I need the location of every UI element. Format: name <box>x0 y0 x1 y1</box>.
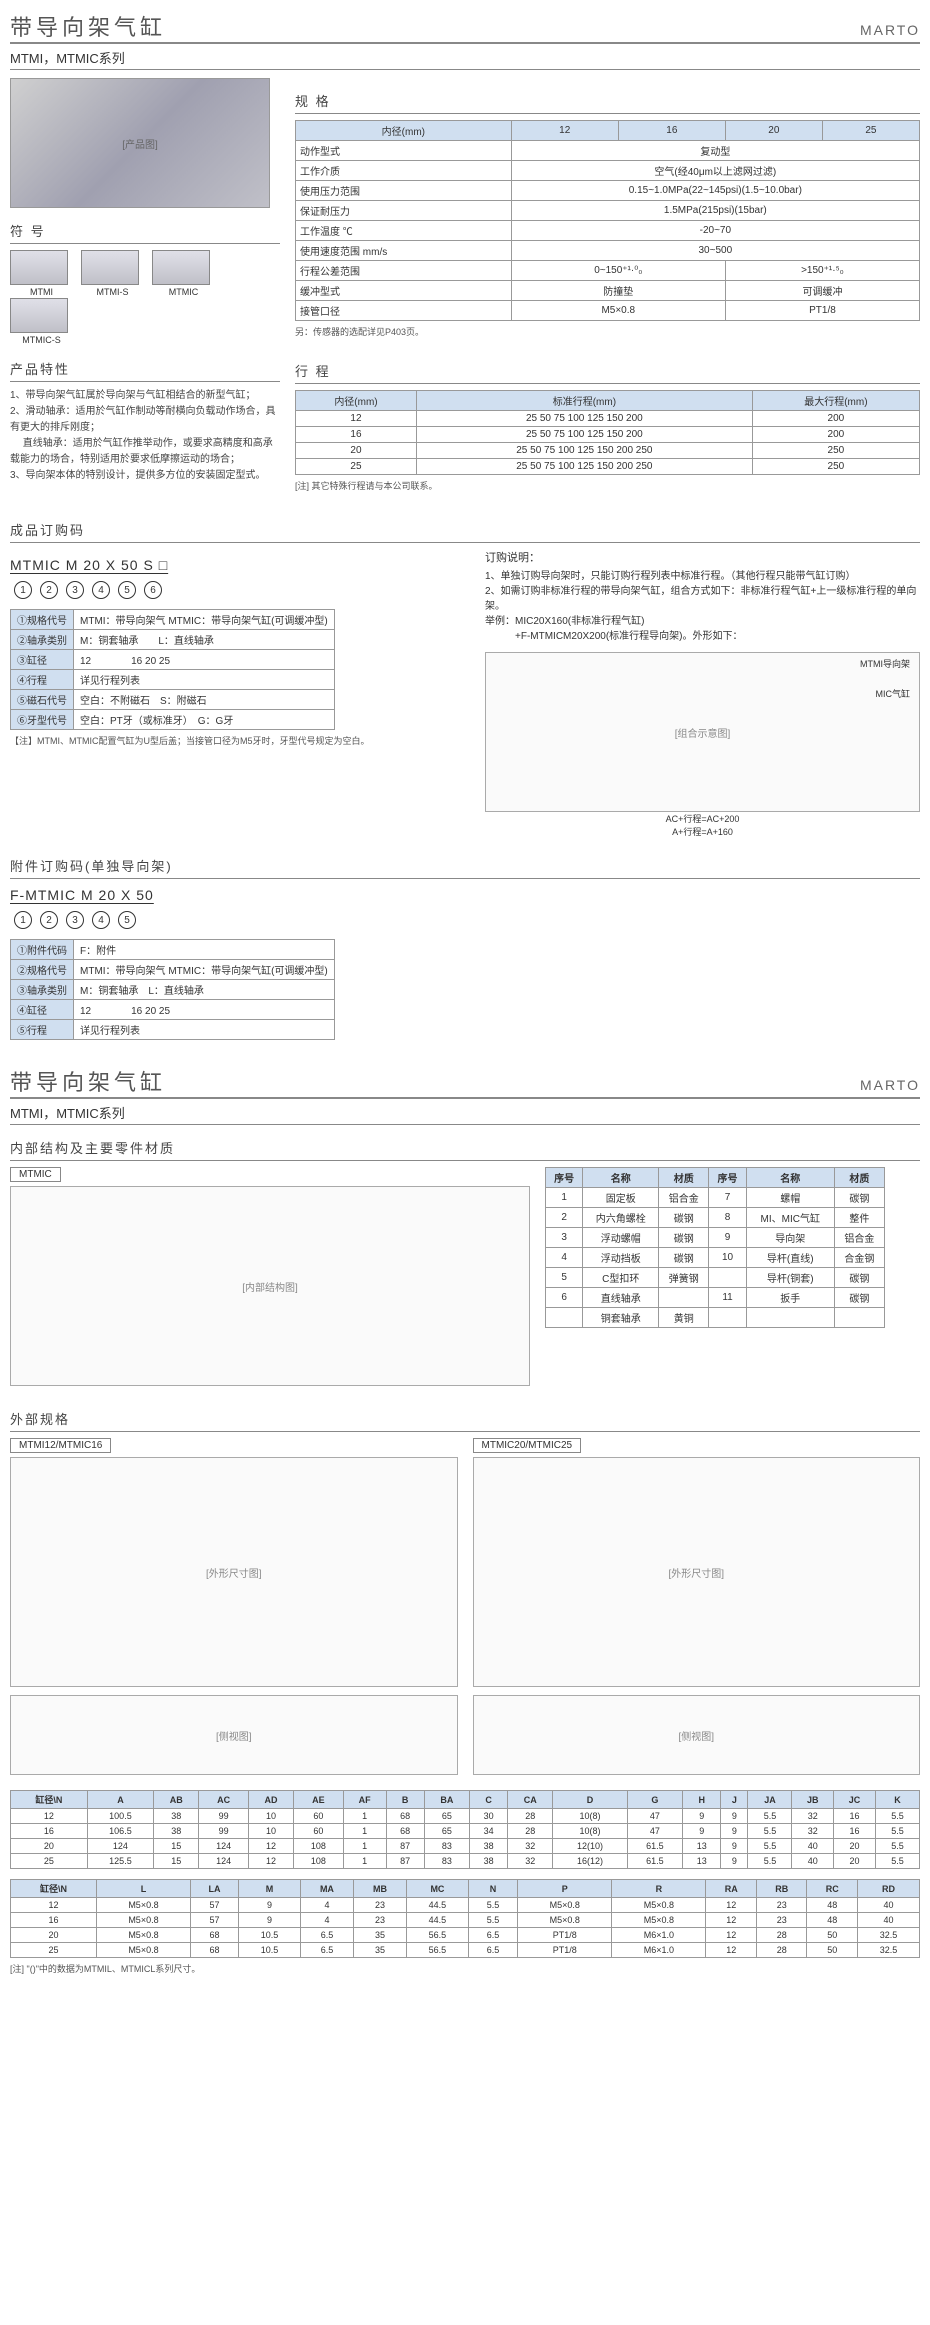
code-num: 4 <box>92 911 110 929</box>
order-main-footnote: 【注】MTMI、MTMIC配置气缸为U型后盖；当接管口径为M5牙时，牙型代号规定… <box>10 734 470 747</box>
order-note-text: 1、单独订购导向架时，只能订购行程列表中标准行程。（其他行程只能带气缸订购）2、… <box>485 569 920 644</box>
code-num: 2 <box>40 911 58 929</box>
order-main-table: ①规格代号MTMI：带导向架气 MTMIC：带导向架气缸(可调缓冲型)②轴承类别… <box>10 609 335 730</box>
stroke-heading: 行 程 <box>295 358 920 384</box>
page-title: 带导向架气缸 <box>10 10 166 42</box>
diagram-dim1: AC+行程=AC+200 <box>666 814 740 824</box>
acc-code-numbers: 12345 <box>10 911 920 929</box>
char-line: 3、导向架本体的特别设计，提供多方位的安装固定型式。 <box>10 468 280 484</box>
code-num: 3 <box>66 911 84 929</box>
product-image: [产品图] <box>10 78 270 208</box>
order-main-heading: 成品订购码 <box>10 517 920 543</box>
code-num: 4 <box>92 581 110 599</box>
dimension-table-1: 缸径\NAABACADAEAFBBACCADGHJJAJBJCK12100.53… <box>10 1790 920 1869</box>
order-acc-heading: 附件订购码(单独导向架) <box>10 853 920 879</box>
external-right-label: MTMIC20/MTMIC25 <box>473 1438 582 1453</box>
code-num: 1 <box>14 911 32 929</box>
code-num: 5 <box>118 581 136 599</box>
external-right-side: [侧视图] <box>473 1695 921 1775</box>
symbol-item: MTMI-S <box>81 250 144 297</box>
brand-label: MARTO <box>860 22 920 38</box>
external-heading: 外部规格 <box>10 1406 920 1432</box>
symbol-row: MTMIMTMI-SMTMIC MTMIC-S <box>10 250 280 346</box>
symbol-item: MTMIC-S <box>10 298 73 345</box>
page-header: 带导向架气缸 MARTO <box>10 10 920 44</box>
diagram-frame-label: MTMI导向架 <box>860 657 910 670</box>
stroke-note: [注] 其它特殊行程请与本公司联系。 <box>295 479 920 492</box>
dim-note: [注] "()"中的数据为MTMIL、MTMICL系列尺寸。 <box>10 1962 920 1975</box>
order-note-diagram: [组合示意图] <box>485 652 920 812</box>
code-num: 5 <box>118 911 136 929</box>
parts-heading: 内部结构及主要零件材质 <box>10 1135 920 1161</box>
stroke-table: 内径(mm)标准行程(mm)最大行程(mm)1225 50 75 100 125… <box>295 390 920 475</box>
char-line: 1、带导向架气缸属於导向架与气缸相结合的新型气缸； <box>10 388 280 404</box>
char-line: 直线轴承：适用於气缸作推举动作，或要求高精度和高承载能力的场合，特别适用於要求低… <box>10 436 280 468</box>
external-left-label: MTMI12/MTMIC16 <box>10 1438 111 1453</box>
parts-diagram: [内部结构图] <box>10 1186 530 1386</box>
external-right-diagram: [外形尺寸图] <box>473 1457 921 1687</box>
code-num: 2 <box>40 581 58 599</box>
order-acc-code: F-MTMIC M 20 X 50 <box>10 887 920 903</box>
dimension-table-2: 缸径\NLLAMMAMBMCNPRRARBRCRD12M5×0.85794234… <box>10 1879 920 1958</box>
page-title-2: 带导向架气缸 <box>10 1065 166 1097</box>
parts-model-label: MTMIC <box>10 1167 61 1182</box>
series-subtitle: MTMI，MTMIC系列 <box>10 46 920 70</box>
external-left-side: [侧视图] <box>10 1695 458 1775</box>
code-num: 1 <box>14 581 32 599</box>
char-line: 2、滑动轴承：适用於气缸作制动等耐横向负载动作场合，具有更大的排斥刚度； <box>10 404 280 436</box>
symbol-item: MTMIC <box>152 250 215 297</box>
order-acc-table: ①附件代码F：附件②规格代号MTMI：带导向架气 MTMIC：带导向架气缸(可调… <box>10 939 335 1040</box>
brand-label-2: MARTO <box>860 1077 920 1093</box>
chars-heading: 产品特性 <box>10 356 280 382</box>
symbol-item: MTMI <box>10 250 73 297</box>
order-main-code: MTMIC M 20 X 50 S □ <box>10 557 470 573</box>
characteristics-list: 1、带导向架气缸属於导向架与气缸相结合的新型气缸；2、滑动轴承：适用於气缸作制动… <box>10 388 280 484</box>
series-subtitle-2: MTMI，MTMIC系列 <box>10 1101 920 1125</box>
spec-heading: 规 格 <box>295 88 920 114</box>
page-header-2: 带导向架气缸 MARTO <box>10 1065 920 1099</box>
external-left-diagram: [外形尺寸图] <box>10 1457 458 1687</box>
diagram-cyl-label: MIC气缸 <box>876 687 911 700</box>
code-num: 6 <box>144 581 162 599</box>
spec-table: 内径(mm)12162025动作型式复动型工作介质空气(经40μm以上滤网过滤)… <box>295 120 920 321</box>
order-code-numbers: 123456 <box>10 581 470 599</box>
order-note-title: 订购说明： <box>485 549 920 565</box>
symbols-heading: 符 号 <box>10 218 280 244</box>
spec-note: 另：传感器的选配详见P403页。 <box>295 325 920 338</box>
code-num: 3 <box>66 581 84 599</box>
parts-table: 序号名称材质序号名称材质1固定板铝合金7螺帽碳钢2内六角螺栓碳钢8MI、MIC气… <box>545 1167 885 1328</box>
diagram-dim2: A+行程=A+160 <box>672 827 733 837</box>
